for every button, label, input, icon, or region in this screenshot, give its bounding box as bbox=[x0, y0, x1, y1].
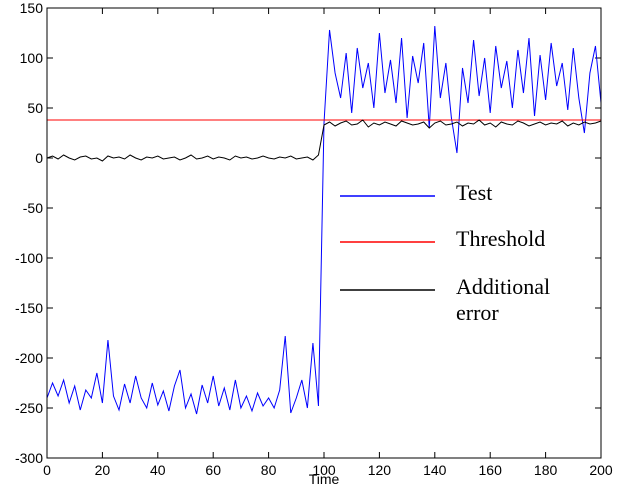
y-tick-label: 0 bbox=[35, 150, 43, 166]
y-tick-label: 50 bbox=[27, 100, 43, 116]
x-axis-label: Time bbox=[309, 471, 340, 487]
x-tick-label: 200 bbox=[589, 462, 613, 478]
y-tick-label: -200 bbox=[15, 350, 43, 366]
series-line bbox=[46, 119, 602, 162]
y-tick-label: -300 bbox=[15, 450, 43, 466]
x-tick-label: 100 bbox=[312, 462, 336, 478]
x-tick-label: 180 bbox=[534, 462, 558, 478]
y-tick-label: -150 bbox=[15, 300, 43, 316]
x-tick-label: 0 bbox=[43, 462, 51, 478]
x-tick-label: 120 bbox=[368, 462, 392, 478]
plot-frame bbox=[46, 7, 602, 459]
legend-label: Test bbox=[456, 180, 493, 205]
y-tick-label: -250 bbox=[15, 400, 43, 416]
x-tick-label: 140 bbox=[423, 462, 447, 478]
legend-label: Additional error bbox=[456, 274, 551, 325]
y-tick-label: -100 bbox=[15, 250, 43, 266]
legend-label: Threshold bbox=[456, 226, 546, 251]
x-tick-label: 20 bbox=[95, 462, 111, 478]
x-tick-label: 60 bbox=[205, 462, 221, 478]
x-tick-label: 80 bbox=[261, 462, 277, 478]
y-tick-label: 150 bbox=[20, 0, 44, 16]
x-tick-label: 160 bbox=[479, 462, 503, 478]
y-tick-label: -50 bbox=[23, 200, 43, 216]
x-tick-label: 40 bbox=[150, 462, 166, 478]
y-tick-label: 100 bbox=[20, 50, 44, 66]
series-line bbox=[46, 25, 602, 415]
